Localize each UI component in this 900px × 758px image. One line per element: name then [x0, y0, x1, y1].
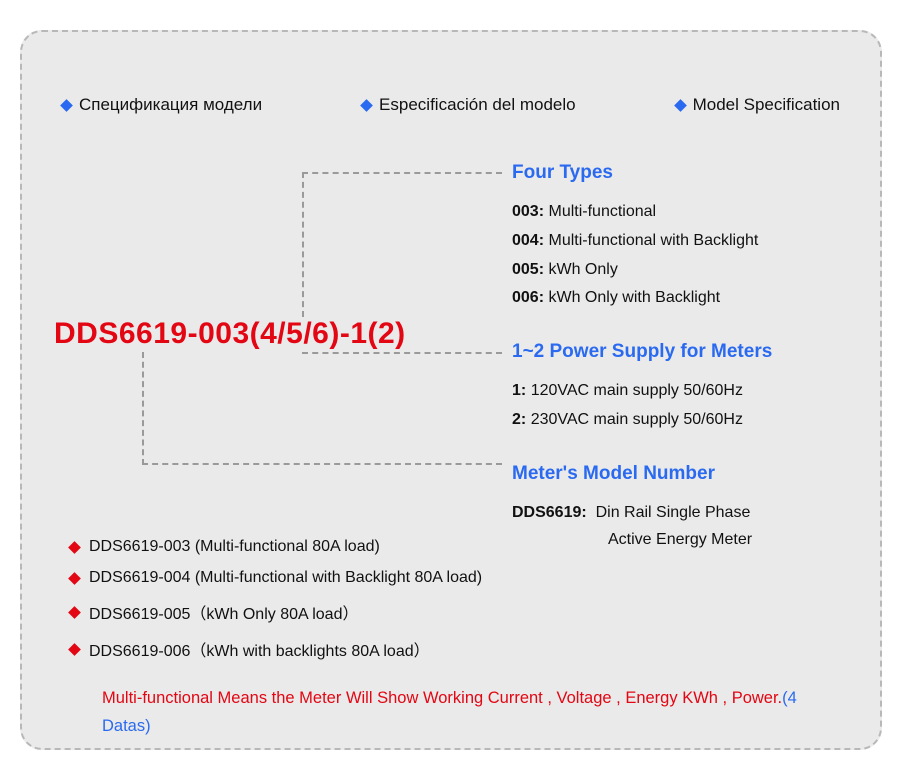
section-title: Meter's Model Number [512, 463, 872, 485]
model-number-section: Meter's Model Number DDS6619: Din Rail S… [512, 463, 872, 553]
diamond-icon [68, 572, 81, 585]
four-types-section: Four Types 003: Multi-functional 004: Mu… [512, 162, 872, 313]
diamond-icon [60, 99, 73, 112]
connector-line [142, 352, 502, 465]
power-supply-section: 1~2 Power Supply for Meters 1: 120VAC ma… [512, 341, 872, 435]
diamond-icon [68, 606, 81, 619]
variant-row: DDS6619-004 (Multi-functional with Backl… [70, 569, 482, 587]
footer-note: Multi-functional Means the Meter Will Sh… [102, 684, 840, 740]
header-es: Especificación del modelo [362, 95, 576, 115]
model-code: DDS6619-003(4/5/6)-1(2) [54, 317, 406, 351]
variant-row: DDS6619-005（kWh Only 80A load） [70, 600, 482, 624]
variants-list: DDS6619-003 (Multi-functional 80A load) … [70, 538, 482, 674]
section-title: 1~2 Power Supply for Meters [512, 341, 872, 363]
header-en: Model Specification [676, 95, 840, 115]
spec-panel: Спецификация модели Especificación del m… [20, 30, 882, 750]
diamond-icon [68, 541, 81, 554]
section-title: Four Types [512, 162, 872, 184]
diamond-icon [68, 643, 81, 656]
header-label: Спецификация модели [79, 95, 262, 115]
header-row: Спецификация модели Especificación del m… [62, 95, 840, 115]
variant-label: DDS6619-003 (Multi-functional 80A load) [89, 538, 380, 556]
model-number-row: DDS6619: Din Rail Single Phase Active En… [512, 499, 872, 553]
supply-row: 1: 120VAC main supply 50/60Hz [512, 377, 872, 406]
type-row: 004: Multi-functional with Backlight [512, 227, 872, 256]
footer-red: Multi-functional Means the Meter Will Sh… [102, 689, 782, 707]
header-label: Model Specification [693, 95, 840, 115]
variant-label: DDS6619-006（kWh with backlights 80A load… [89, 637, 430, 661]
type-row: 003: Multi-functional [512, 198, 872, 227]
right-column: Four Types 003: Multi-functional 004: Mu… [512, 162, 872, 581]
diamond-icon [360, 99, 373, 112]
variant-row: DDS6619-006（kWh with backlights 80A load… [70, 637, 482, 661]
variant-label: DDS6619-005（kWh Only 80A load） [89, 600, 358, 624]
diamond-icon [674, 99, 687, 112]
supply-row: 2: 230VAC main supply 50/60Hz [512, 406, 872, 435]
variant-row: DDS6619-003 (Multi-functional 80A load) [70, 538, 482, 556]
header-label: Especificación del modelo [379, 95, 576, 115]
variant-label: DDS6619-004 (Multi-functional with Backl… [89, 569, 482, 587]
connector-line [302, 172, 502, 317]
type-row: 006: kWh Only with Backlight [512, 284, 872, 313]
header-ru: Спецификация модели [62, 95, 262, 115]
type-row: 005: kWh Only [512, 256, 872, 285]
